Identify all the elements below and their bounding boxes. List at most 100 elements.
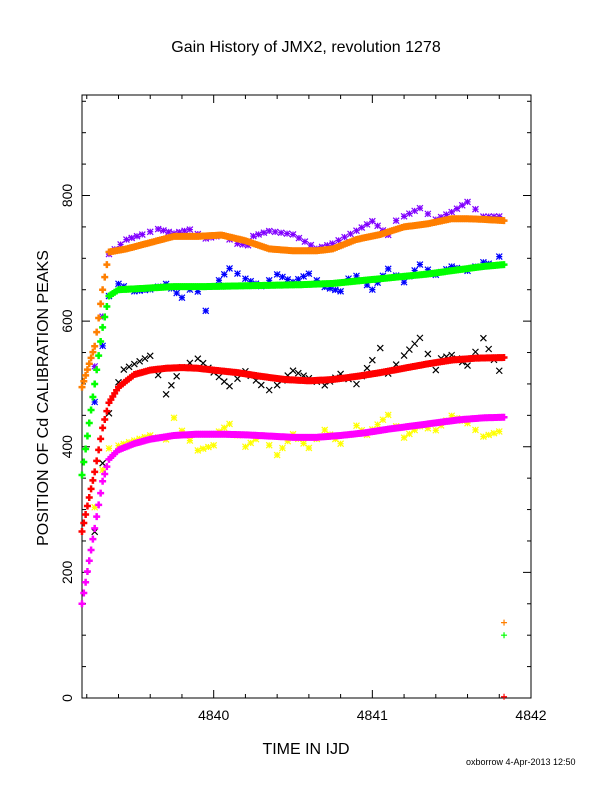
data-point bbox=[234, 240, 241, 248]
data-point bbox=[97, 435, 105, 443]
data-point bbox=[120, 366, 128, 373]
data-point bbox=[78, 528, 86, 536]
data-point bbox=[265, 227, 273, 235]
plot-frame bbox=[81, 94, 532, 699]
data-point bbox=[138, 231, 146, 238]
data-point bbox=[194, 288, 202, 296]
data-point bbox=[99, 477, 107, 485]
data-point bbox=[101, 416, 109, 424]
data-point bbox=[99, 466, 107, 474]
data-point bbox=[284, 437, 292, 445]
data-point bbox=[91, 398, 99, 406]
data-point bbox=[392, 217, 400, 225]
data-point bbox=[353, 227, 360, 235]
data-point bbox=[93, 457, 101, 465]
data-point bbox=[337, 287, 345, 295]
data-point bbox=[458, 201, 466, 209]
data-point bbox=[363, 364, 371, 372]
data-point bbox=[374, 222, 382, 230]
data-point bbox=[101, 470, 109, 478]
data-point bbox=[495, 367, 503, 375]
data-point bbox=[374, 421, 382, 428]
data-point bbox=[289, 367, 297, 375]
data-point bbox=[99, 286, 107, 294]
data-point bbox=[125, 438, 133, 446]
data-point bbox=[271, 228, 279, 236]
data-point bbox=[103, 463, 111, 471]
data-point bbox=[432, 366, 440, 374]
y-tick-label: 600 bbox=[59, 309, 75, 333]
data-point bbox=[83, 366, 91, 374]
data-point bbox=[130, 360, 138, 368]
data-point bbox=[80, 377, 88, 385]
tick-labels: 4840 4841 4842 0 200 400 600 800 bbox=[59, 184, 547, 723]
data-point bbox=[495, 213, 503, 220]
data-point bbox=[202, 307, 210, 315]
series-fit-1 bbox=[78, 215, 508, 391]
data-point bbox=[80, 458, 88, 466]
data-point bbox=[83, 502, 91, 510]
data-point bbox=[273, 451, 281, 459]
series-fit-5 bbox=[78, 354, 508, 536]
x-tick-label: 4841 bbox=[357, 707, 388, 723]
data-point bbox=[289, 231, 297, 238]
data-point bbox=[472, 426, 479, 434]
data-point bbox=[175, 228, 183, 236]
data-point bbox=[384, 265, 392, 273]
data-point bbox=[472, 348, 479, 356]
data-point bbox=[91, 342, 99, 350]
data-point bbox=[368, 356, 376, 364]
data-point bbox=[78, 471, 86, 479]
data-point bbox=[279, 273, 286, 281]
data-point bbox=[453, 205, 461, 213]
data-point bbox=[101, 313, 109, 321]
data-point bbox=[173, 289, 181, 297]
data-point bbox=[326, 285, 334, 292]
data-point bbox=[479, 433, 487, 441]
data-point bbox=[95, 314, 103, 322]
data-point bbox=[294, 369, 302, 377]
chart-title: Gain History of JMX2, revolution 1278 bbox=[171, 39, 441, 56]
data-point bbox=[89, 393, 97, 401]
data-point bbox=[234, 270, 241, 278]
data-point bbox=[485, 345, 493, 353]
data-point bbox=[154, 371, 162, 379]
data-point bbox=[82, 510, 90, 518]
data-point bbox=[265, 386, 273, 394]
data-point bbox=[437, 213, 445, 221]
data-point bbox=[91, 380, 99, 388]
data-point bbox=[85, 419, 93, 427]
data-point bbox=[141, 433, 149, 441]
data-point bbox=[464, 419, 471, 427]
data-point bbox=[495, 428, 503, 435]
data-point bbox=[495, 253, 503, 261]
series-outlier-9 bbox=[501, 632, 508, 639]
data-point bbox=[99, 459, 107, 467]
data-point bbox=[307, 241, 315, 249]
data-point bbox=[178, 294, 186, 302]
timestamp-footer: oxborrow 4-Apr-2013 12:50 bbox=[466, 757, 576, 767]
data-point bbox=[93, 513, 101, 521]
data-point bbox=[125, 363, 133, 371]
y-tick-label: 0 bbox=[59, 694, 75, 702]
data-point bbox=[255, 230, 263, 238]
data-point bbox=[173, 372, 181, 380]
data-point bbox=[226, 265, 233, 272]
data-point bbox=[95, 446, 103, 454]
data-point bbox=[226, 382, 233, 390]
x-tick-label: 4840 bbox=[198, 707, 229, 723]
data-point bbox=[93, 328, 101, 336]
data-point bbox=[277, 229, 285, 237]
data-point bbox=[97, 338, 105, 346]
series-outlier-8 bbox=[501, 619, 508, 626]
data-point bbox=[91, 468, 99, 476]
data-point bbox=[405, 210, 413, 218]
data-point bbox=[400, 352, 408, 359]
data-point bbox=[204, 443, 212, 451]
data-point bbox=[368, 217, 376, 225]
data-point bbox=[103, 302, 111, 310]
data-point bbox=[83, 567, 91, 575]
data-point bbox=[400, 434, 408, 442]
data-point bbox=[424, 424, 432, 432]
data-point bbox=[416, 334, 424, 342]
